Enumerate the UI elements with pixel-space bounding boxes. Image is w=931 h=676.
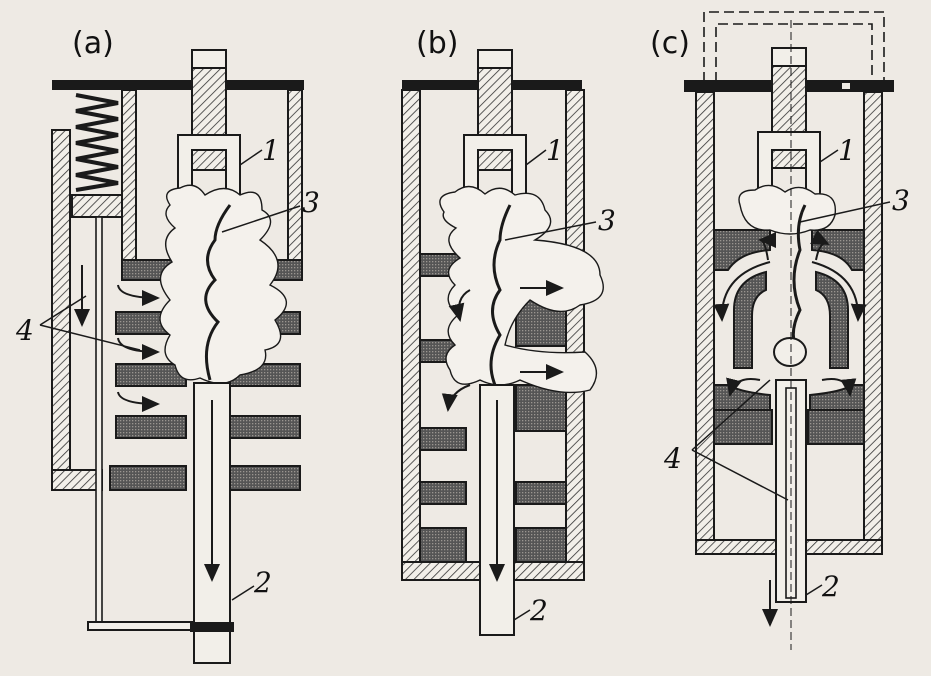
panel-c: (c) (650, 11, 910, 650)
panel-a-callout-4: 4 (15, 314, 34, 347)
panel-b-callout-3: 3 (598, 204, 616, 237)
panel-b-leader-3 (504, 221, 597, 241)
panel-c-leader-3 (799, 201, 891, 223)
panel-a-callout-1: 1 (262, 134, 280, 167)
panel-c-bottom-left (695, 539, 781, 555)
panel-c-stem-top (771, 47, 807, 67)
panel-c-dashed-frame-inner (715, 23, 873, 82)
panel-c-arc (791, 204, 807, 346)
panel-a-leader-4b (39, 324, 141, 351)
panel-b-arc-cloud (439, 185, 604, 394)
panel-a-outer-wall (51, 129, 71, 491)
panel-b-leader-1 (525, 149, 547, 166)
panel-c-leader-1 (819, 149, 839, 163)
panel-a-top-plate (52, 80, 304, 90)
panel-a-outer-foot (51, 469, 103, 491)
panel-b-flow-arrows (441, 280, 564, 412)
panel-c-callout-3: 3 (892, 184, 910, 217)
panel-c-leader-4b (691, 449, 789, 501)
panel-c-callout-4: 4 (663, 442, 682, 475)
panel-b-left-wall (401, 89, 421, 581)
panel-c-label: (c) (650, 26, 690, 61)
panel-b-label: (b) (416, 26, 458, 61)
panel-a-flow-arrows (117, 284, 160, 412)
panel-b-right-wall (565, 89, 585, 581)
panel-a-piston (71, 194, 123, 218)
panel-a-inner-wall (121, 89, 137, 263)
panel-b-callout-2: 2 (529, 594, 548, 627)
panel-c-top-slot (842, 83, 850, 89)
panel-c-leader-4a (691, 379, 771, 451)
panel-b-callout-1: 1 (546, 134, 564, 167)
panel-c-callout-1: 1 (838, 134, 856, 167)
panel-c-right-wall (863, 91, 883, 555)
panel-b-leader-2 (513, 609, 531, 621)
panel-b: (b) (401, 26, 616, 636)
panel-c-contact-head (773, 337, 807, 367)
panel-b-arc (489, 204, 512, 386)
panel-c-bottom-right (803, 539, 883, 555)
panel-a-leader-1 (239, 149, 263, 166)
panel-a-right-wall (287, 89, 303, 261)
panel-a-arc (204, 204, 232, 381)
panel-a: (a) (15, 26, 320, 664)
panel-a-contact-clamp (190, 622, 234, 632)
panel-c-callout-2: 2 (821, 570, 840, 603)
panel-a-leader-2 (231, 585, 255, 601)
panel-a-rod (95, 216, 103, 628)
panel-a-leader-4a (39, 295, 87, 326)
panel-a-leader-3 (221, 205, 301, 233)
panel-c-left-wall (695, 91, 715, 555)
panel-a-stem-top (191, 49, 227, 69)
panel-c-leader-2 (805, 584, 823, 596)
panel-a-callout-3: 3 (302, 186, 320, 219)
panel-a-callout-2: 2 (253, 566, 272, 599)
panel-c-dashed-frame-outer (703, 11, 885, 82)
panel-a-spring (75, 93, 119, 192)
panel-a-arc-cloud (159, 184, 287, 384)
panel-a-label: (a) (72, 26, 114, 61)
panel-c-flow-arrows (713, 229, 867, 397)
panel-c-arc-cloud (738, 184, 837, 235)
panel-b-stem-top (477, 49, 513, 69)
